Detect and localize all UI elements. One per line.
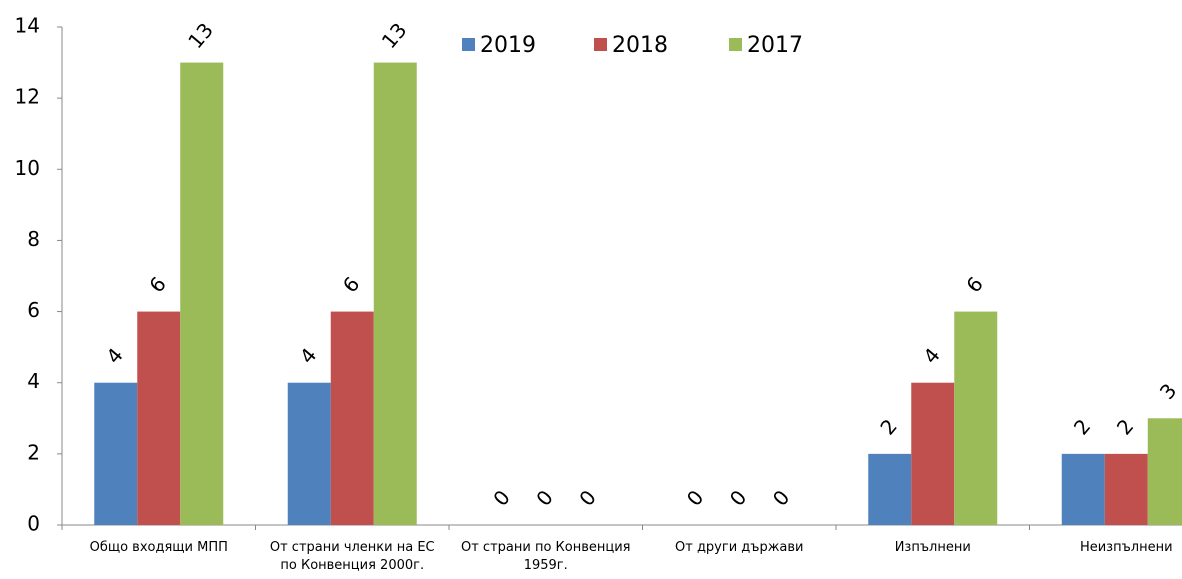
data-label: 0 bbox=[682, 485, 709, 510]
data-label: 6 bbox=[338, 272, 365, 297]
data-label: 4 bbox=[295, 343, 322, 368]
bar bbox=[954, 311, 998, 525]
legend-label: 2017 bbox=[747, 33, 803, 58]
data-label: 6 bbox=[144, 272, 171, 297]
data-label: 0 bbox=[488, 485, 515, 510]
x-tick-label: От други държави bbox=[675, 540, 804, 555]
y-tick-label: 6 bbox=[27, 298, 40, 322]
data-label: 13 bbox=[183, 18, 218, 53]
bar bbox=[911, 382, 955, 525]
data-label: 0 bbox=[531, 485, 558, 510]
bar bbox=[180, 62, 224, 525]
data-label: 13 bbox=[377, 18, 412, 53]
data-label: 0 bbox=[574, 485, 601, 510]
y-tick-label: 10 bbox=[15, 156, 40, 180]
legend-swatch bbox=[594, 38, 607, 51]
bar bbox=[1104, 453, 1148, 525]
legend-swatch bbox=[729, 38, 742, 51]
legend-swatch bbox=[462, 38, 475, 51]
y-tick-label: 4 bbox=[27, 369, 40, 393]
bar bbox=[330, 311, 374, 525]
y-tick-label: 0 bbox=[27, 512, 40, 536]
data-label: 0 bbox=[725, 485, 752, 510]
data-label: 2 bbox=[1069, 414, 1096, 439]
y-tick-label: 12 bbox=[15, 85, 40, 109]
legend-label: 2018 bbox=[612, 33, 668, 58]
bar bbox=[373, 62, 417, 525]
x-tick-label: Изпълнени bbox=[894, 540, 971, 555]
data-label: 3 bbox=[1155, 379, 1182, 404]
y-tick-label: 14 bbox=[15, 14, 40, 38]
data-label: 2 bbox=[875, 414, 902, 439]
y-tick-label: 2 bbox=[27, 440, 40, 464]
bar bbox=[137, 311, 181, 525]
bar bbox=[1147, 418, 1182, 525]
x-tick-label: Общо входящи МПП bbox=[89, 540, 228, 555]
data-label: 4 bbox=[918, 343, 945, 368]
data-label: 6 bbox=[961, 272, 988, 297]
y-tick-label: 8 bbox=[27, 227, 40, 251]
bar bbox=[868, 453, 912, 525]
data-label: 4 bbox=[101, 343, 128, 368]
x-tick-label: Неизпълнени bbox=[1079, 540, 1173, 555]
bar bbox=[94, 382, 138, 525]
legend-label: 2019 bbox=[480, 33, 536, 58]
bar bbox=[1061, 453, 1105, 525]
x-tick-label: От страни по Конвенция 1959г. bbox=[460, 540, 631, 573]
data-label: 2 bbox=[1112, 414, 1139, 439]
x-tick-label: От страни членки на ЕС по Конвенция 2000… bbox=[269, 540, 435, 573]
data-label: 0 bbox=[768, 485, 795, 510]
bar bbox=[287, 382, 331, 525]
